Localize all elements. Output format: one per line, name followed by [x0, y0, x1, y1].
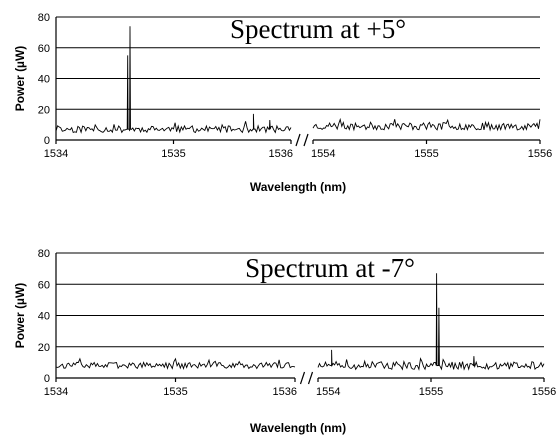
axis-break-mark: [307, 371, 314, 385]
y-tick-label: 0: [44, 135, 50, 147]
spectrum-trace: [317, 273, 545, 371]
y-tick-label: 40: [38, 74, 50, 86]
x-tick-label: 1556: [528, 148, 552, 160]
spectrum-plus5-chart: 0 20 40 60 80 1534 1535 1536 1554 1555 1556 Spectru…: [13, 12, 552, 194]
spectrum-minus7-chart: 0 20 40 60 80 1534 1535 1536 1554 1555 1556 Spectru…: [13, 248, 556, 435]
y-tick-label: 80: [38, 248, 50, 260]
x-tick-label: 1536: [273, 386, 297, 398]
spectrum-trace: [55, 26, 292, 134]
x-tick-label: 1555: [414, 148, 438, 160]
axis-break-mark: [299, 371, 306, 385]
x-tick-label: 1535: [163, 386, 187, 398]
x-axis-label: Wavelength (nm): [250, 421, 346, 435]
y-tick-label: 60: [38, 43, 50, 55]
x-tick-label: 1534: [44, 386, 68, 398]
y-tick-label: 40: [38, 311, 50, 323]
spectrum-trace: [55, 357, 296, 370]
x-tick-label: 1554: [311, 148, 335, 160]
x-tick-label: 1554: [316, 386, 340, 398]
x-tick-label: 1534: [44, 148, 68, 160]
x-tick-label: 1555: [419, 386, 443, 398]
axis-break-mark: [295, 133, 301, 147]
axis-break-mark: [303, 133, 309, 147]
x-tick-label: 1536: [269, 148, 293, 160]
spectrum-trace: [312, 117, 541, 132]
chart-title: Spectrum at -7°: [245, 253, 415, 283]
y-axis-label: Power (µW): [13, 46, 27, 112]
x-tick-label: 1535: [161, 148, 185, 160]
y-tick-label: 60: [38, 279, 50, 291]
y-tick-label: 20: [38, 342, 50, 354]
x-tick-label: 1556: [532, 386, 556, 398]
y-tick-label: 0: [44, 373, 50, 385]
y-axis-label: Power (µW): [13, 283, 27, 349]
y-tick-label: 20: [38, 104, 50, 116]
chart-title: Spectrum at +5°: [230, 14, 406, 44]
x-axis-label: Wavelength (nm): [250, 180, 346, 194]
y-tick-label: 80: [38, 12, 50, 24]
